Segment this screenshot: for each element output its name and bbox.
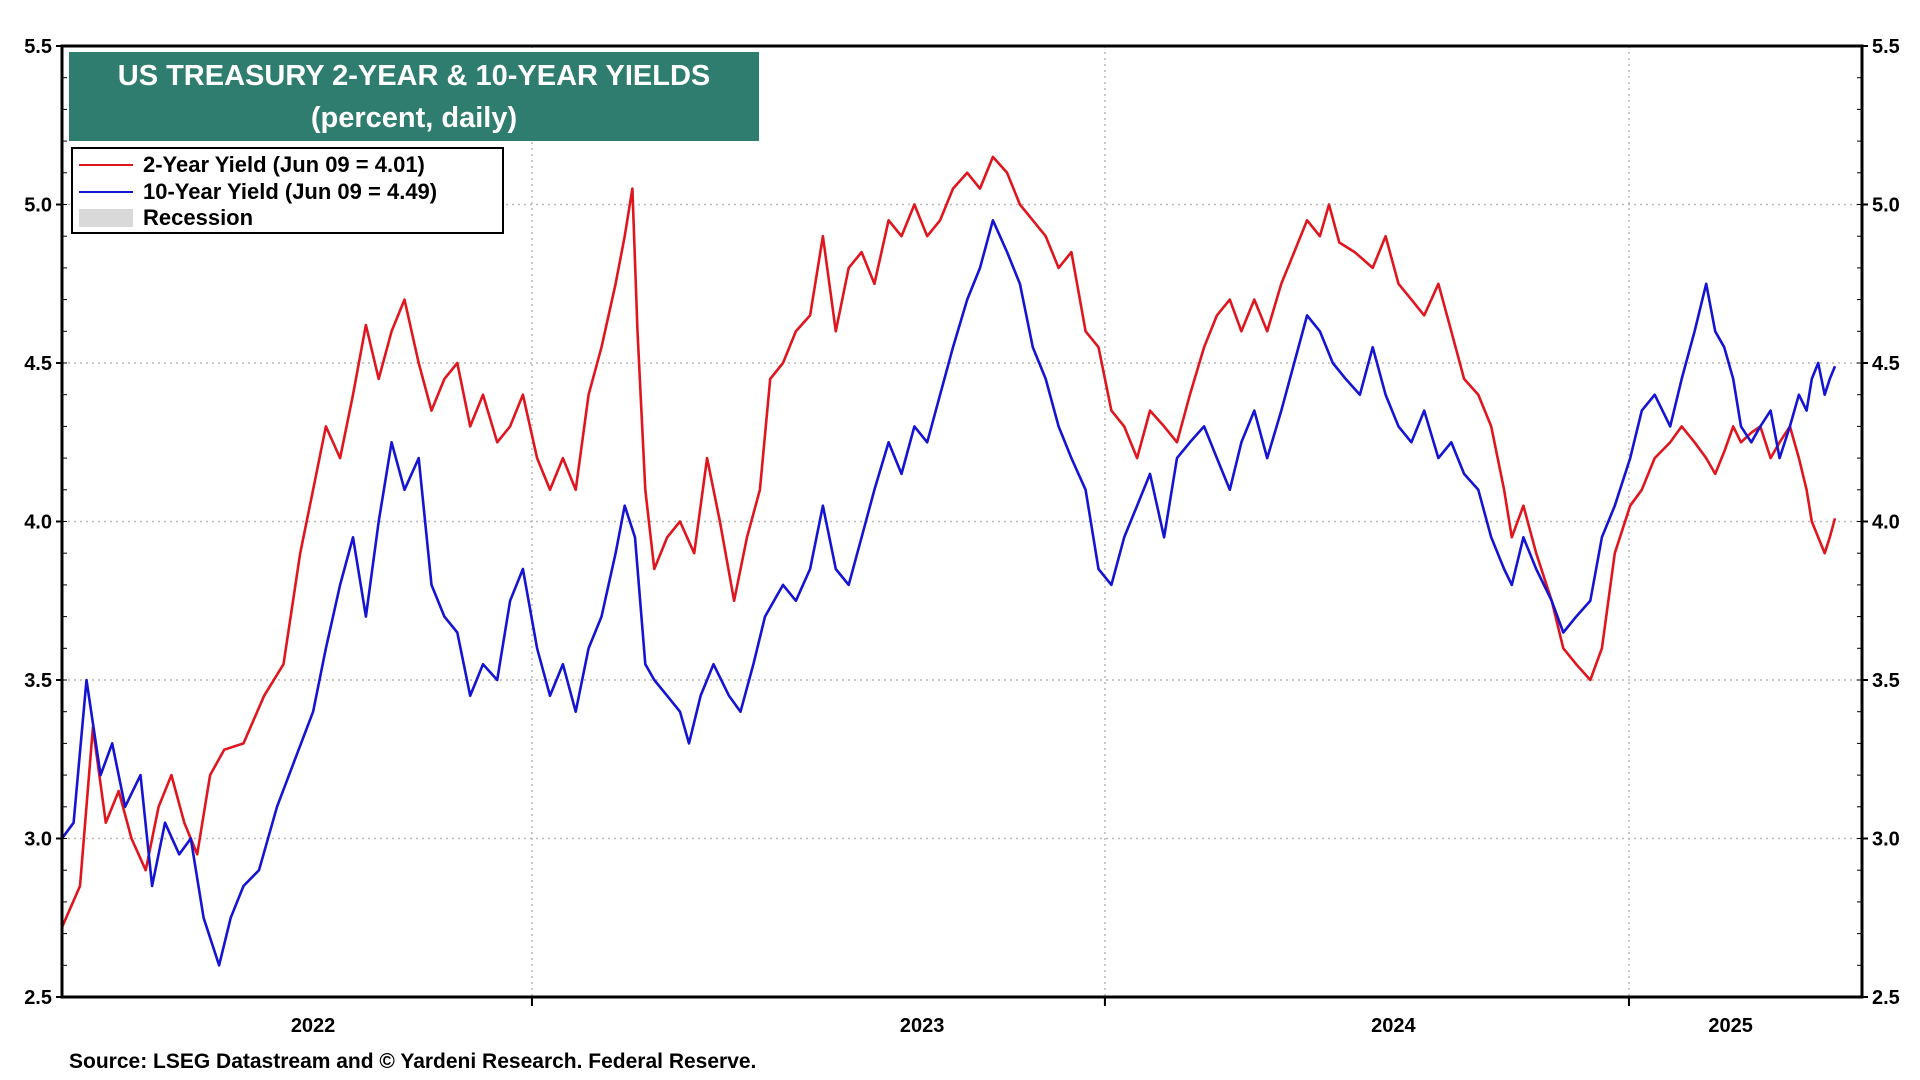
y-tick-label-left: 4.5 xyxy=(24,353,52,375)
y-tick-label-right: 2.5 xyxy=(1872,987,1900,1009)
legend-swatch-ten-year xyxy=(79,191,133,193)
two-year-yield-line xyxy=(60,155,1837,928)
legend-label-ten-year: 10-Year Yield (Jun 09 = 4.49) xyxy=(143,179,438,204)
x-tick-label: 2024 xyxy=(1371,1015,1416,1037)
legend-label-two-year: 2-Year Yield (Jun 09 = 4.01) xyxy=(143,152,425,177)
y-tick-label-left: 3.0 xyxy=(24,829,52,851)
y-tick-label-right: 4.5 xyxy=(1872,353,1900,375)
legend-swatch-recession xyxy=(79,209,133,227)
y-tick-label-left: 5.0 xyxy=(24,195,52,217)
legend-item-ten-year: 10-Year Yield (Jun 09 = 4.49) xyxy=(79,179,437,205)
x-tick-label: 2022 xyxy=(291,1015,336,1037)
y-tick-label-right: 5.0 xyxy=(1872,195,1900,217)
y-tick-label-right: 4.0 xyxy=(1872,512,1900,534)
legend-item-recession: Recession xyxy=(79,205,253,231)
chart-title: US TREASURY 2-YEAR & 10-YEAR YIELDS xyxy=(117,60,711,92)
y-tick-label-right: 3.0 xyxy=(1872,829,1900,851)
ten-year-yield-line xyxy=(60,219,1837,967)
y-tick-label-left: 4.0 xyxy=(24,512,52,534)
chart-title-box: US TREASURY 2-YEAR & 10-YEAR YIELDS (per… xyxy=(69,52,759,141)
legend-swatch-two-year xyxy=(79,164,133,166)
x-tick-label: 2025 xyxy=(1708,1015,1753,1037)
legend: 2-Year Yield (Jun 09 = 4.01) 10-Year Yie… xyxy=(71,147,504,234)
y-tick-label-left: 2.5 xyxy=(24,987,52,1009)
axes: 2.5 2.5 3.0 3.0 3.5 3.5 4.0 4.0 4.5 4.5 5.0 5.0 5.5 5… xyxy=(24,36,1900,1037)
source-note: Source: LSEG Datastream and © Yardeni Re… xyxy=(69,1050,757,1073)
y-tick-label-right: 5.5 xyxy=(1872,36,1900,58)
series-lines xyxy=(60,155,1837,967)
chart-subtitle: (percent, daily) xyxy=(310,102,518,134)
y-tick-label-right: 3.5 xyxy=(1872,670,1900,692)
legend-label-recession: Recession xyxy=(143,205,254,230)
y-tick-label-left: 5.5 xyxy=(24,36,52,58)
y-tick-label-left: 3.5 xyxy=(24,670,52,692)
legend-item-two-year: 2-Year Yield (Jun 09 = 4.01) xyxy=(79,152,425,178)
x-tick-label: 2023 xyxy=(900,1015,945,1037)
